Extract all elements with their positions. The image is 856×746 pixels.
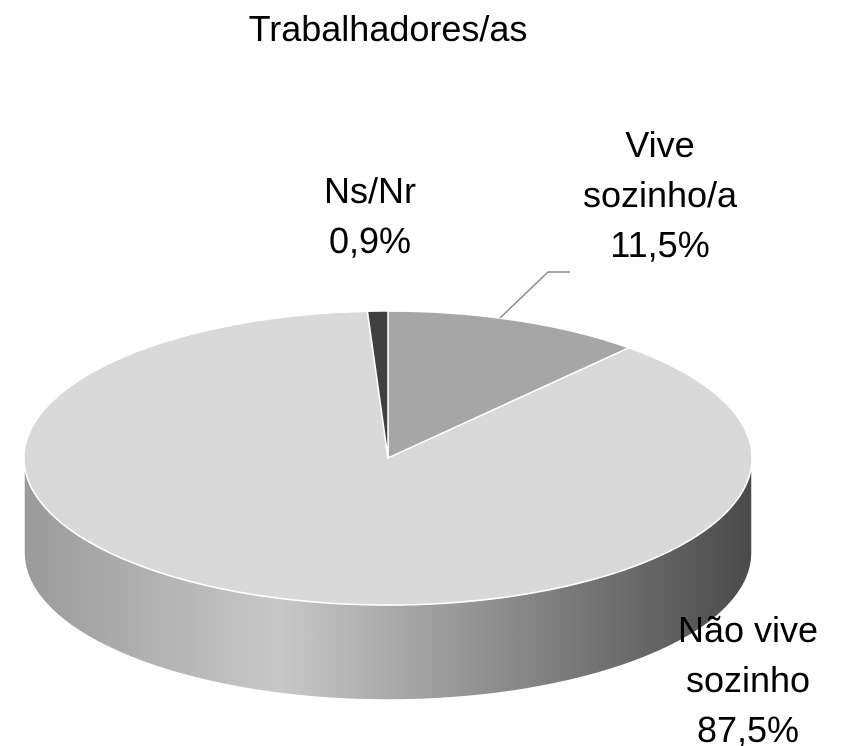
pie-slice [23, 310, 753, 606]
chart-title: Trabalhadores/as [248, 8, 528, 49]
category-label: Não vive sozinho [677, 609, 819, 700]
value-label: 11,5% [610, 224, 710, 265]
pie-slice [366, 310, 389, 459]
slice-label: Ns/Nr 0,9% [295, 166, 445, 266]
category-label: Ns/Nr [324, 170, 416, 211]
value-label: 87,5% [696, 709, 800, 746]
value-label: 0,9% [328, 220, 412, 261]
category-label: Vive sozinho/a [582, 124, 738, 215]
pie-slice [387, 310, 631, 460]
leader-line [499, 271, 570, 319]
slice-label: Não vive sozinho 87,5% [653, 605, 843, 746]
slice-label: Vive sozinho/a 11,5% [555, 120, 765, 270]
